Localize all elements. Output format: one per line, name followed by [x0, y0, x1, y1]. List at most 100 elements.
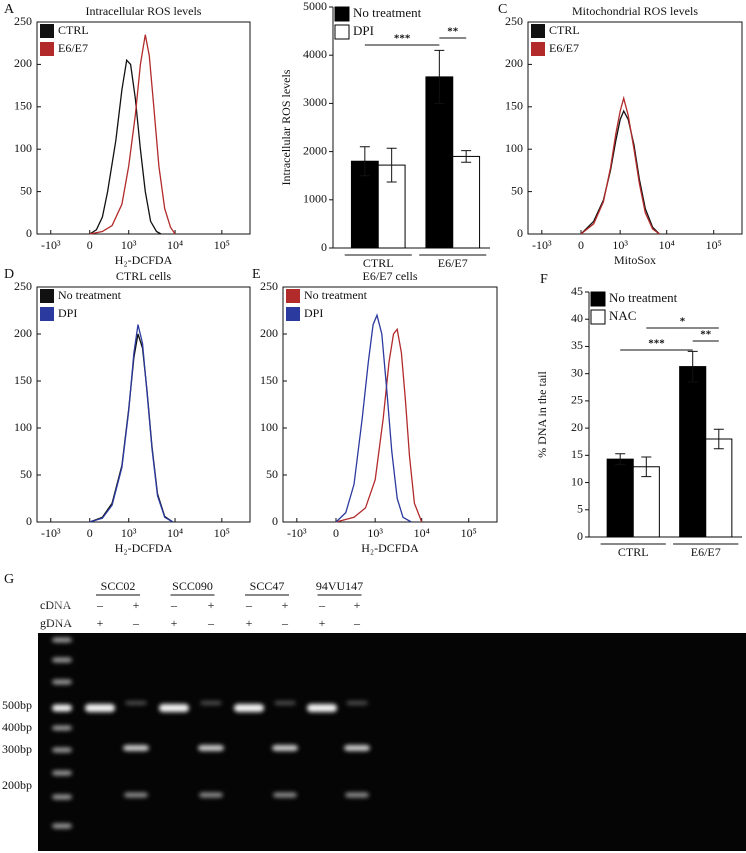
sample-label: SCC02 — [101, 579, 136, 593]
x-tick-label: 10³ — [612, 238, 628, 252]
error-bar — [434, 49, 445, 104]
y-tick-label: 5 — [577, 502, 583, 516]
lane-sign: – — [281, 616, 289, 630]
plot-frame — [36, 21, 251, 235]
y-tick-label: 200 — [14, 56, 32, 70]
x-tick-label: 10³ — [121, 526, 137, 540]
gel-band — [123, 745, 149, 751]
panel-letter: E — [252, 267, 261, 282]
lane-sign: – — [170, 598, 178, 612]
panel-letter: G — [4, 572, 14, 587]
y-tick-label: 250 — [505, 14, 523, 28]
gel-band — [52, 657, 72, 663]
x-tick-label: 10⁵ — [461, 526, 477, 540]
gel-band — [52, 794, 72, 800]
y-tick-label: 150 — [505, 99, 523, 113]
sample-label: 94VU147 — [316, 579, 363, 593]
x-tick-label: -10³ — [41, 238, 61, 252]
y-tick-label: 200 — [14, 326, 32, 340]
gel-band — [159, 704, 189, 712]
gel-band — [344, 745, 370, 751]
legend-label: NAC — [609, 308, 636, 323]
legend-swatch — [40, 307, 54, 321]
x-tick-label: 10⁵ — [706, 238, 722, 252]
y-tick-label: 100 — [505, 141, 523, 155]
lane-sign: – — [353, 616, 361, 630]
bar — [632, 466, 660, 538]
x-tick-label: E6/E7 — [438, 256, 468, 270]
x-axis-label: H₂-DCFDA — [115, 541, 173, 555]
y-tick-label: 150 — [14, 373, 32, 387]
legend-label: E6/E7 — [58, 41, 88, 55]
legend-swatch — [40, 42, 54, 56]
y-tick-label: 4000 — [303, 47, 327, 61]
lane-sign: – — [132, 616, 140, 630]
gel-band — [52, 585, 72, 591]
gel-band — [52, 823, 72, 829]
x-tick-label: 10³ — [367, 526, 383, 540]
gel-band — [52, 617, 72, 623]
legend-label: No treatment — [304, 288, 368, 302]
gel-image — [38, 633, 746, 851]
gel-band — [52, 704, 72, 712]
gel-band — [52, 747, 72, 753]
x-axis-label: H₂-DCFDA — [115, 253, 173, 267]
legend-swatch — [531, 42, 545, 56]
legend-label: No treatment — [609, 290, 678, 305]
y-tick-label: 250 — [14, 279, 32, 293]
bar — [606, 458, 634, 538]
y-tick-label: 25 — [571, 393, 583, 407]
lane-sign: – — [245, 598, 253, 612]
x-tick-label: 10⁵ — [214, 238, 230, 252]
lane-sign: – — [207, 616, 215, 630]
chart-title: Mitochondrial ROS levels — [572, 4, 698, 18]
marker-label: 500bp — [2, 698, 32, 712]
y-tick-label: 50 — [20, 183, 32, 197]
x-tick-label: CTRL — [618, 545, 649, 559]
legend-swatch — [590, 309, 606, 325]
plot-frame — [36, 286, 251, 523]
significance-label: *** — [648, 338, 665, 350]
x-tick-label: 10⁴ — [414, 526, 430, 540]
plot-frame — [527, 21, 743, 235]
panel-letter: A — [4, 2, 15, 17]
gel-band — [52, 725, 72, 731]
x-tick-label: 10³ — [121, 238, 137, 252]
bar — [679, 366, 707, 538]
legend-swatch — [40, 289, 54, 303]
x-axis-label: H₂-DCFDA — [361, 541, 419, 555]
panel-letter: F — [540, 272, 548, 287]
x-tick-label: 10⁴ — [167, 526, 183, 540]
y-tick-label: 150 — [260, 373, 278, 387]
histogram-line — [335, 313, 412, 523]
y-tick-label: 0 — [577, 529, 583, 543]
x-tick-label: -10³ — [287, 526, 307, 540]
lane-sign: + — [319, 616, 326, 630]
lane-sign: – — [96, 598, 104, 612]
y-axis-label: % DNA in the tail — [535, 371, 549, 458]
gel-band — [125, 701, 147, 705]
chart-title: E6/E7 cells — [363, 269, 418, 283]
y-tick-label: 45 — [571, 284, 583, 298]
y-tick-label: 0 — [26, 514, 32, 528]
y-tick-label: 100 — [14, 141, 32, 155]
gel-band — [124, 792, 148, 798]
lane-sign: + — [354, 598, 361, 612]
x-axis-label: MitoSox — [614, 253, 656, 267]
gel-band — [52, 770, 72, 776]
legend-swatch — [531, 24, 545, 38]
error-bar — [359, 146, 370, 177]
gel-band — [198, 745, 224, 751]
y-tick-label: 5000 — [303, 0, 327, 13]
x-tick-label: E6/E7 — [691, 545, 721, 559]
significance-label: *** — [394, 33, 411, 45]
y-tick-label: 100 — [260, 420, 278, 434]
y-tick-label: 200 — [505, 56, 523, 70]
lane-sign: + — [246, 616, 253, 630]
sample-label: SCC47 — [250, 579, 285, 593]
y-tick-label: 35 — [571, 338, 583, 352]
plot-frame — [282, 286, 498, 523]
legend-swatch — [590, 291, 606, 307]
chart-title: CTRL cells — [116, 269, 172, 283]
